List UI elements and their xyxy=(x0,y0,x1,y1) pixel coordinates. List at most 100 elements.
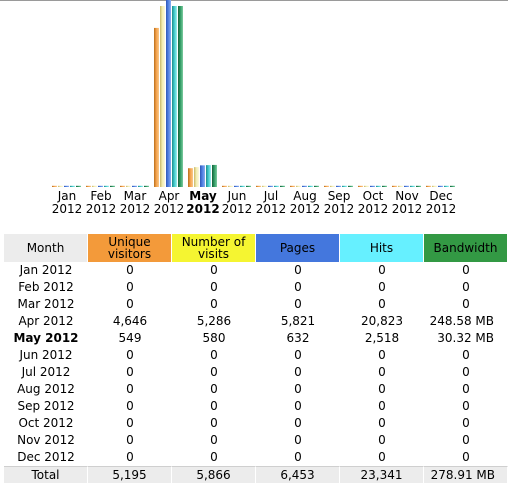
cell-unique: 0 xyxy=(126,365,134,379)
cell-unique: 0 xyxy=(126,399,134,413)
table-row: Aug 2012 0 0 0 0 0 xyxy=(4,381,508,398)
bar-jun-2012-series-3 xyxy=(240,185,245,187)
cell-pages: 0 xyxy=(294,280,302,294)
bar-mar-2012-series-3 xyxy=(138,185,143,187)
cell-bandwidth: 0 xyxy=(462,280,470,294)
bar-aug-2012-series-4 xyxy=(314,185,319,187)
bar-jun-2012-series-1 xyxy=(228,185,233,187)
cell-visits: 0 xyxy=(210,382,218,396)
bar-mar-2012-series-1 xyxy=(126,185,131,187)
header-hits: Hits xyxy=(340,234,424,262)
bar-jan-2012-series-2 xyxy=(64,185,69,187)
header-pages: Pages xyxy=(256,234,340,262)
total-visits: 5,866 xyxy=(172,466,256,483)
month-label-apr: Apr 2012 xyxy=(152,190,186,216)
cell-hits: 0 xyxy=(378,297,386,311)
bar-sep-2012-series-0 xyxy=(324,185,329,187)
cell-bandwidth: 0 xyxy=(462,450,470,464)
cell-unique: 0 xyxy=(126,416,134,430)
month-label-name: Jul xyxy=(263,189,279,203)
month-label-name: Jan xyxy=(57,189,77,203)
table-row: Mar 2012 0 0 0 0 0 xyxy=(4,296,508,313)
cell-hits: 0 xyxy=(378,450,386,464)
bar-apr-2012-series-2 xyxy=(166,0,171,188)
cell-unique: 0 xyxy=(126,297,134,311)
month-label-feb: Feb 2012 xyxy=(84,190,118,216)
cell-visits: 0 xyxy=(210,399,218,413)
cell-hits: 20,823 xyxy=(361,314,403,328)
cell-pages: 632 xyxy=(286,331,310,345)
bar-jul-2012-series-2 xyxy=(268,185,273,187)
cell-bandwidth: 0 xyxy=(462,297,470,311)
month-label-name: Jun xyxy=(227,189,247,203)
cell-month: Dec 2012 xyxy=(17,450,75,464)
bar-jun-2012-series-4 xyxy=(246,185,251,187)
bar-oct-2012-series-2 xyxy=(370,185,375,187)
month-label-name: Sep xyxy=(327,189,351,203)
bar-apr-2012-series-3 xyxy=(172,6,177,187)
header-unique-visitors: Unique visitors xyxy=(88,234,172,262)
bar-jul-2012-series-1 xyxy=(262,185,267,187)
cell-visits: 0 xyxy=(210,365,218,379)
bar-feb-2012-series-2 xyxy=(98,185,103,187)
month-label-year: 2012 xyxy=(186,202,220,216)
bar-feb-2012-series-3 xyxy=(104,185,109,187)
bar-apr-2012-series-0 xyxy=(154,27,159,188)
bar-mar-2012-series-2 xyxy=(132,185,137,187)
cell-visits: 0 xyxy=(210,450,218,464)
cell-month: May 2012 xyxy=(13,331,79,345)
month-label-year: 2012 xyxy=(357,202,389,216)
table-row: May 2012 549 580 632 2,518 30.32 MB xyxy=(4,330,508,347)
month-label-jul: Jul 2012 xyxy=(254,190,288,216)
month-label-year: 2012 xyxy=(289,202,321,216)
table-row: Jan 2012 0 0 0 0 0 xyxy=(4,262,508,279)
cell-pages: 0 xyxy=(294,365,302,379)
bar-jan-2012-series-0 xyxy=(52,185,57,187)
month-label-name: Oct xyxy=(362,189,384,203)
bar-feb-2012-series-1 xyxy=(92,185,97,187)
bar-dec-2012-series-3 xyxy=(444,185,449,187)
bar-nov-2012-series-1 xyxy=(398,185,403,187)
month-label-year: 2012 xyxy=(391,202,423,216)
month-label-year: 2012 xyxy=(255,202,287,216)
bar-jan-2012-series-1 xyxy=(58,185,63,187)
cell-hits: 0 xyxy=(378,348,386,362)
cell-month: Apr 2012 xyxy=(18,314,74,328)
cell-pages: 0 xyxy=(294,263,302,277)
bar-may-2012-series-3 xyxy=(206,165,211,187)
cell-pages: 0 xyxy=(294,433,302,447)
table-row: Dec 2012 0 0 0 0 0 xyxy=(4,449,508,466)
bar-jul-2012-series-3 xyxy=(274,185,279,187)
bar-nov-2012-series-2 xyxy=(404,185,409,187)
month-label-dec: Dec 2012 xyxy=(424,190,458,216)
cell-pages: 0 xyxy=(294,348,302,362)
month-label-year: 2012 xyxy=(51,202,83,216)
month-label-year: 2012 xyxy=(119,202,151,216)
cell-unique: 4,646 xyxy=(112,314,148,328)
cell-visits: 0 xyxy=(210,263,218,277)
cell-visits: 0 xyxy=(210,348,218,362)
bar-apr-2012-series-1 xyxy=(160,6,165,187)
table-row: Oct 2012 0 0 0 0 0 xyxy=(4,415,508,432)
month-axis: Jan 2012 Feb 2012 Mar 2012 Apr 2012 May 2012 Jun 20… xyxy=(50,190,458,218)
table-row: Feb 2012 0 0 0 0 0 xyxy=(4,279,508,296)
bar-sep-2012-series-1 xyxy=(330,185,335,187)
bar-dec-2012-series-4 xyxy=(450,185,455,187)
bar-nov-2012-series-0 xyxy=(392,185,397,187)
cell-hits: 0 xyxy=(378,280,386,294)
bar-oct-2012-series-0 xyxy=(358,185,363,187)
bar-nov-2012-series-4 xyxy=(416,185,421,187)
cell-visits: 0 xyxy=(210,297,218,311)
month-label-nov: Nov 2012 xyxy=(390,190,424,216)
monthly-bar-chart xyxy=(52,0,455,188)
table-row: Nov 2012 0 0 0 0 0 xyxy=(4,432,508,449)
bar-jun-2012-series-2 xyxy=(234,185,239,187)
cell-month: Feb 2012 xyxy=(18,280,74,294)
cell-hits: 2,518 xyxy=(364,331,400,345)
cell-pages: 5,821 xyxy=(280,314,316,328)
cell-unique: 549 xyxy=(118,331,142,345)
bar-jul-2012-series-4 xyxy=(280,185,285,187)
cell-hits: 0 xyxy=(378,382,386,396)
cell-pages: 0 xyxy=(294,416,302,430)
bar-aug-2012-series-1 xyxy=(296,185,301,187)
